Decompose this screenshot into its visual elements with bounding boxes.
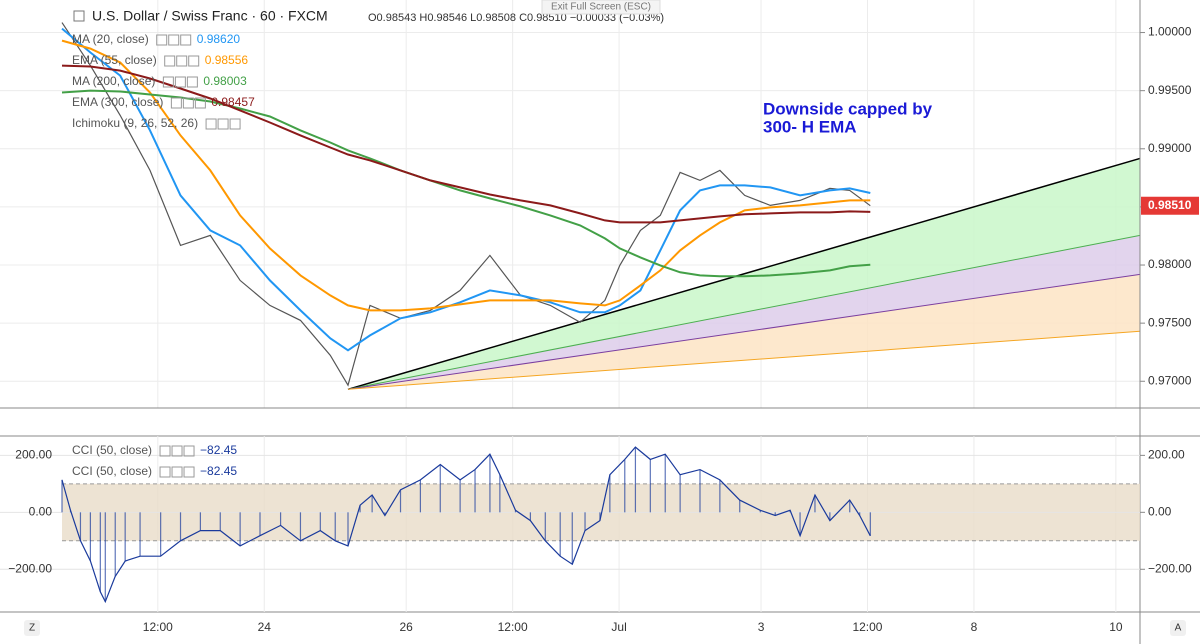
annotation: 300- H EMA <box>763 117 857 136</box>
legend-value: 0.98003 <box>203 74 247 88</box>
x-tick-label: 24 <box>258 620 272 634</box>
legend-icon[interactable] <box>162 76 174 88</box>
y-tick-label: 200.00 <box>15 448 52 462</box>
legend-icon[interactable] <box>156 34 168 46</box>
legend-icon[interactable] <box>186 76 198 88</box>
legend-icon[interactable] <box>180 34 192 46</box>
auto-button[interactable] <box>1170 620 1186 636</box>
y-tick-label: −200.00 <box>8 561 52 575</box>
exit-fullscreen-label: Exit Full Screen (ESC) <box>551 2 651 13</box>
x-tick-label: Jul <box>611 620 626 634</box>
fan-line <box>347 234 1141 390</box>
legend-icon[interactable] <box>171 445 183 457</box>
last-price-label: 0.98510 <box>1148 198 1192 212</box>
legend-icon[interactable] <box>229 118 241 130</box>
y-tick-label: 0.00 <box>29 504 53 518</box>
legend-value: −82.45 <box>200 464 237 478</box>
legend-name: MA (200, close) <box>72 74 155 88</box>
last-price-box <box>1141 196 1199 215</box>
fan-line <box>347 330 1141 390</box>
legend-value: 0.98620 <box>197 32 241 46</box>
collapse-icon[interactable] <box>73 10 85 22</box>
series-line <box>61 39 871 312</box>
y-tick-label: 200.00 <box>1148 448 1185 462</box>
ohlc: O0.98543 H0.98546 L0.98508 C0.98510 −0.0… <box>368 12 664 24</box>
x-tick-label: 12:00 <box>143 620 173 634</box>
y-tick-label: 0.97500 <box>1148 315 1192 329</box>
x-tick-label: 3 <box>758 620 765 634</box>
series-line <box>61 446 871 604</box>
legend-icon[interactable] <box>174 76 186 88</box>
legend-icon[interactable] <box>159 445 171 457</box>
legend-icon[interactable] <box>183 466 195 478</box>
series-line <box>61 89 871 278</box>
fan-line <box>347 273 1141 390</box>
legend-name: CCI (50, close) <box>72 443 152 457</box>
zoom-label: Z <box>29 623 35 634</box>
symbol-title: U.S. Dollar / Swiss Franc · 60 · FXCM <box>92 8 328 24</box>
x-tick-label: 10 <box>1109 620 1123 634</box>
series-line <box>61 27 871 352</box>
legend-name: EMA (55, close) <box>72 53 157 67</box>
fan-line <box>347 157 1141 391</box>
x-tick-label: 12:00 <box>852 620 882 634</box>
y-tick-label: 0.97000 <box>1148 373 1192 387</box>
y-tick-label: −200.00 <box>1148 561 1192 575</box>
legend-name: MA (20, close) <box>72 32 149 46</box>
legend-icon[interactable] <box>176 55 188 67</box>
legend-icon[interactable] <box>168 34 180 46</box>
legend-name: CCI (50, close) <box>72 464 152 478</box>
y-tick-label: 0.99500 <box>1148 83 1192 97</box>
x-tick-label: 26 <box>400 620 414 634</box>
legend-icon[interactable] <box>171 466 183 478</box>
zoom-button[interactable] <box>24 620 40 636</box>
exit-fullscreen[interactable] <box>541 0 661 15</box>
legend-icon[interactable] <box>182 97 194 109</box>
x-tick-label: 8 <box>971 620 978 634</box>
legend-value: 0.98457 <box>211 95 255 109</box>
auto-label: A <box>1175 623 1182 634</box>
legend-icon[interactable] <box>183 445 195 457</box>
legend-icon[interactable] <box>164 55 176 67</box>
main-pane <box>0 0 1141 408</box>
series-line <box>61 64 871 224</box>
x-tick-label: 12:00 <box>498 620 528 634</box>
y-tick-label: 1.00000 <box>1148 25 1192 39</box>
y-tick-label: 0.98000 <box>1148 257 1192 271</box>
legend-icon[interactable] <box>159 466 171 478</box>
annotation: Downside capped by <box>763 99 933 118</box>
legend-value: −82.45 <box>200 443 237 457</box>
legend-name: EMA (300, close) <box>72 95 163 109</box>
y-tick-label: 0.00 <box>1148 504 1172 518</box>
legend-name: Ichimoku (9, 26, 52, 26) <box>72 116 198 130</box>
series-line <box>61 22 871 387</box>
y-tick-label: 0.99000 <box>1148 141 1192 155</box>
legend-icon[interactable] <box>170 97 182 109</box>
legend-icon[interactable] <box>194 97 206 109</box>
legend-icon[interactable] <box>217 118 229 130</box>
legend-icon[interactable] <box>188 55 200 67</box>
legend-value: 0.98556 <box>205 53 249 67</box>
legend-icon[interactable] <box>205 118 217 130</box>
